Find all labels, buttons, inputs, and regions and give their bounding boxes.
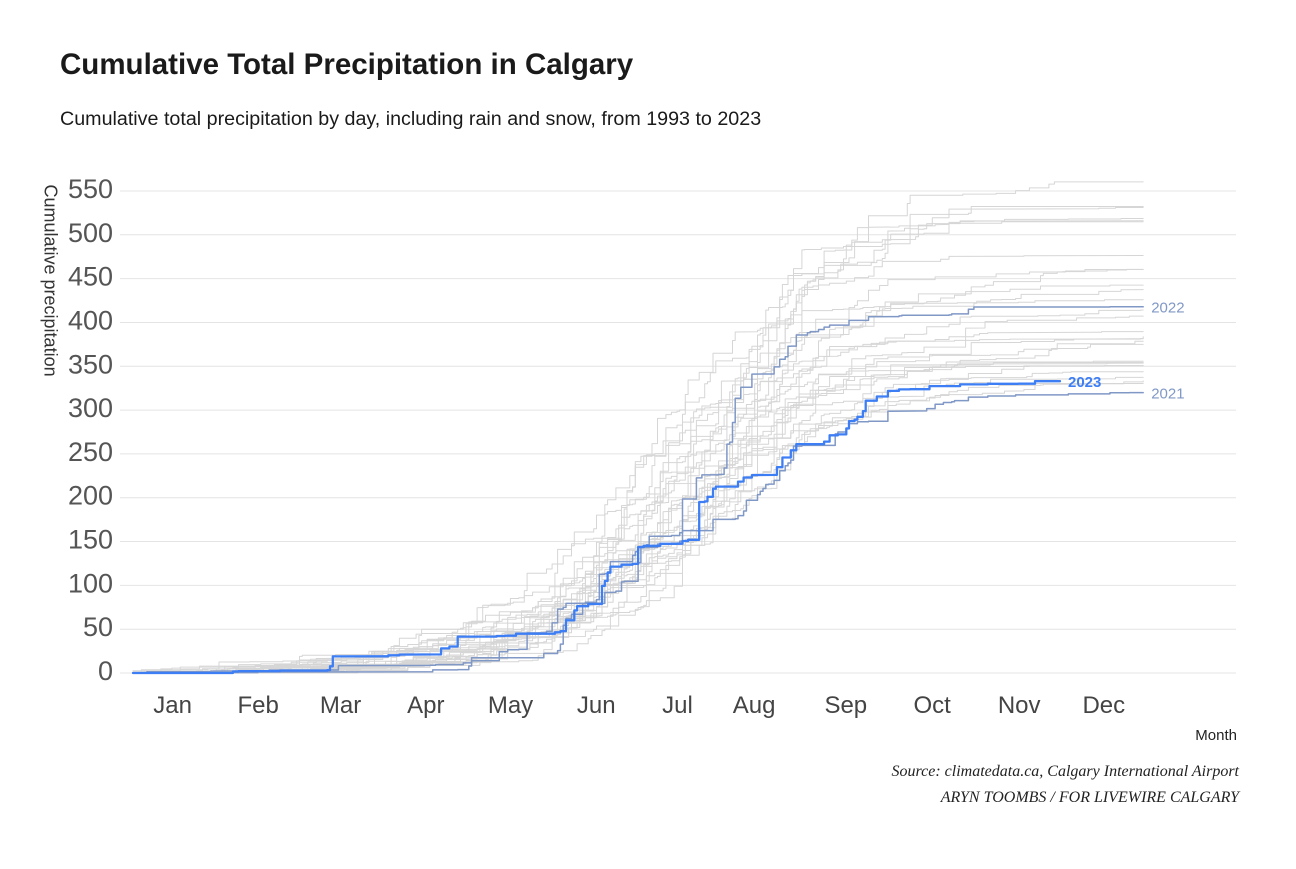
svg-text:200: 200 bbox=[68, 481, 113, 511]
svg-text:Jun: Jun bbox=[577, 692, 616, 719]
svg-text:Aug: Aug bbox=[733, 692, 776, 719]
svg-text:350: 350 bbox=[68, 349, 113, 379]
svg-text:450: 450 bbox=[68, 262, 113, 292]
svg-text:Apr: Apr bbox=[407, 692, 444, 719]
svg-text:Feb: Feb bbox=[238, 692, 279, 719]
svg-text:100: 100 bbox=[68, 568, 113, 598]
svg-text:0: 0 bbox=[98, 656, 113, 686]
svg-text:Jan: Jan bbox=[153, 692, 192, 719]
svg-text:2022: 2022 bbox=[1151, 300, 1184, 317]
svg-text:Oct: Oct bbox=[914, 692, 952, 719]
svg-text:250: 250 bbox=[68, 437, 113, 467]
svg-text:300: 300 bbox=[68, 393, 113, 423]
svg-text:Sep: Sep bbox=[824, 692, 867, 719]
svg-text:Dec: Dec bbox=[1082, 692, 1125, 719]
svg-text:500: 500 bbox=[68, 218, 113, 248]
svg-text:Mar: Mar bbox=[320, 692, 361, 719]
svg-text:2021: 2021 bbox=[1151, 386, 1184, 403]
svg-text:150: 150 bbox=[68, 525, 113, 555]
svg-text:Nov: Nov bbox=[998, 692, 1041, 719]
svg-text:550: 550 bbox=[68, 174, 113, 204]
svg-text:Jul: Jul bbox=[662, 692, 693, 719]
svg-text:400: 400 bbox=[68, 306, 113, 336]
svg-text:May: May bbox=[488, 692, 533, 719]
svg-text:2023: 2023 bbox=[1068, 374, 1101, 391]
svg-text:50: 50 bbox=[83, 612, 113, 642]
